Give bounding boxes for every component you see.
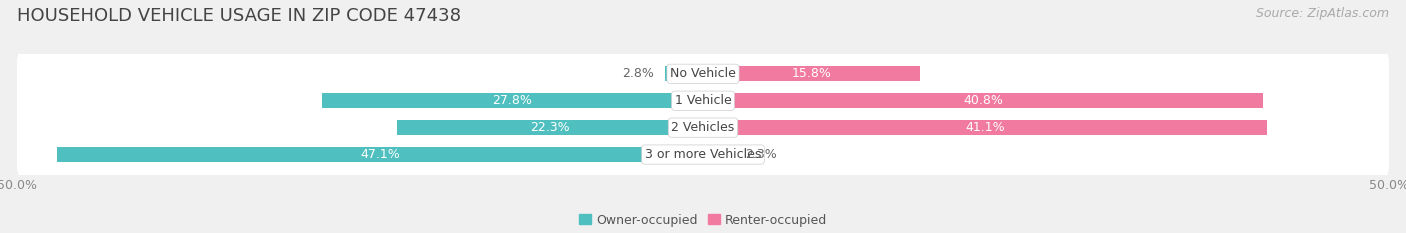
Text: 47.1%: 47.1% — [360, 148, 399, 161]
Text: 3 or more Vehicles: 3 or more Vehicles — [645, 148, 761, 161]
Bar — [322, 93, 703, 108]
Bar — [665, 66, 703, 81]
FancyBboxPatch shape — [17, 129, 1389, 180]
Text: 15.8%: 15.8% — [792, 67, 831, 80]
FancyBboxPatch shape — [17, 48, 1389, 100]
Text: 2.3%: 2.3% — [745, 148, 778, 161]
FancyBboxPatch shape — [17, 75, 1389, 126]
FancyBboxPatch shape — [17, 102, 1389, 153]
Bar — [396, 120, 703, 135]
Text: 27.8%: 27.8% — [492, 94, 533, 107]
Text: 2 Vehicles: 2 Vehicles — [672, 121, 734, 134]
FancyBboxPatch shape — [17, 102, 1389, 154]
Legend: Owner-occupied, Renter-occupied: Owner-occupied, Renter-occupied — [574, 209, 832, 232]
Text: Source: ZipAtlas.com: Source: ZipAtlas.com — [1256, 7, 1389, 20]
Text: 41.1%: 41.1% — [965, 121, 1005, 134]
Text: No Vehicle: No Vehicle — [671, 67, 735, 80]
FancyBboxPatch shape — [17, 75, 1389, 127]
Bar — [703, 147, 734, 162]
Text: HOUSEHOLD VEHICLE USAGE IN ZIP CODE 47438: HOUSEHOLD VEHICLE USAGE IN ZIP CODE 4743… — [17, 7, 461, 25]
Text: 1 Vehicle: 1 Vehicle — [675, 94, 731, 107]
Text: 22.3%: 22.3% — [530, 121, 569, 134]
Bar — [56, 147, 703, 162]
Text: 2.8%: 2.8% — [621, 67, 654, 80]
Bar — [703, 120, 1267, 135]
Bar — [703, 66, 920, 81]
FancyBboxPatch shape — [17, 129, 1389, 180]
Bar — [703, 93, 1263, 108]
Text: 40.8%: 40.8% — [963, 94, 1002, 107]
FancyBboxPatch shape — [17, 48, 1389, 99]
